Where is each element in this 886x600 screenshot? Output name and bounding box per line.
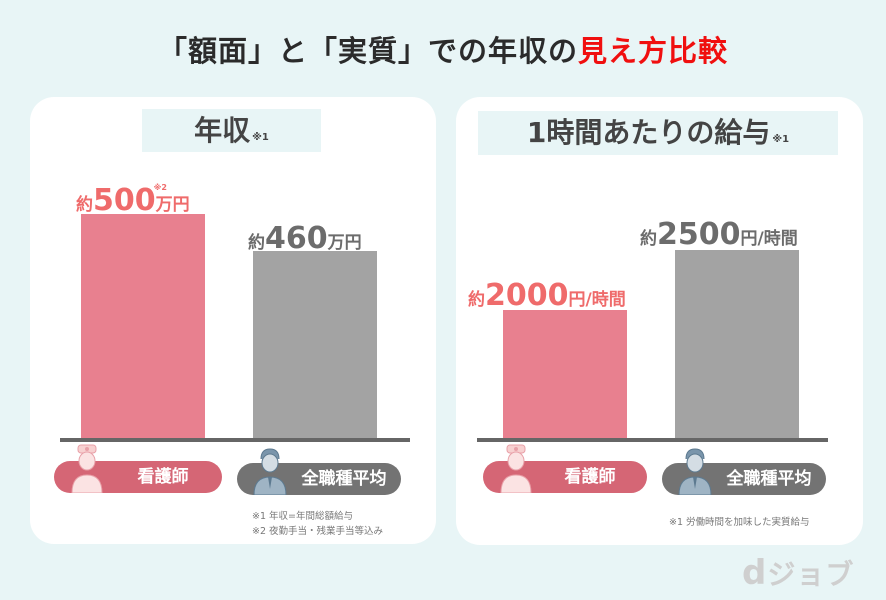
footnote-1: ※1 労働時間を加味した実質給与 (669, 517, 810, 528)
footnote-1: ※1 年収=年間総額給与 (252, 511, 353, 522)
panel-title: 1時間あたりの給与 ※1 (478, 111, 838, 155)
title-prefix: 「額面」と「実質」での年収の (157, 34, 578, 68)
nurse-legend-label: 看護師 (137, 467, 189, 487)
hourly-wage-panel: 1時間あたりの給与 ※1 約2000円/時間 約2500円/時間 看護師 全職種平… (456, 97, 863, 545)
footnotes: ※1 労働時間を加味した実質給与 (669, 515, 810, 530)
average-legend-label: 全職種平均 (301, 469, 387, 489)
footnote-2: ※2 夜勤手当・残業手当等込み (252, 526, 384, 537)
axis-baseline (60, 438, 410, 442)
nurse-legend-pill: 看護師 (54, 444, 222, 493)
footnotes: ※1 年収=年間総額給与 ※2 夜勤手当・残業手当等込み (252, 509, 383, 539)
panel-title-note: ※1 (252, 132, 269, 143)
djob-logo: dジョブ (742, 553, 854, 593)
nurse-legend-label: 看護師 (564, 467, 616, 487)
nurse-bar (503, 310, 627, 441)
average-legend-pill: 全職種平均 (662, 448, 826, 495)
logo-text: ジョブ (767, 558, 855, 591)
average-bar (675, 250, 799, 441)
average-value-label: 約460万円 (248, 221, 362, 256)
logo-d: d (742, 553, 768, 593)
panel-title: 年収 ※1 (142, 109, 321, 152)
average-legend-pill: 全職種平均 (237, 448, 401, 495)
average-legend-label: 全職種平均 (726, 469, 812, 489)
panel-title-text: 1時間あたりの給与 (526, 116, 771, 149)
nurse-icon (500, 444, 532, 493)
nurse-bar (81, 214, 205, 440)
panel-title-note: ※1 (772, 134, 790, 145)
nurse-value-label: 約2000円/時間 (468, 278, 626, 313)
nurse-icon (71, 444, 103, 493)
nurse-value-label: 約500※2万円 (76, 183, 190, 218)
title-accent: 見え方比較 (578, 34, 729, 68)
average-bar (253, 251, 377, 440)
annual-income-panel: 年収 ※1 約500※2万円 約460万円 看護師 全職種平均 ※1 年収=年間総… (30, 97, 436, 544)
businessman-icon (678, 448, 712, 495)
page-title: 「額面」と「実質」での年収の見え方比較 (0, 28, 886, 70)
axis-baseline (477, 438, 828, 442)
average-value-label: 約2500円/時間 (640, 217, 798, 252)
nurse-legend-pill: 看護師 (483, 444, 647, 493)
panel-title-text: 年収 (194, 114, 251, 147)
businessman-icon (253, 448, 287, 495)
